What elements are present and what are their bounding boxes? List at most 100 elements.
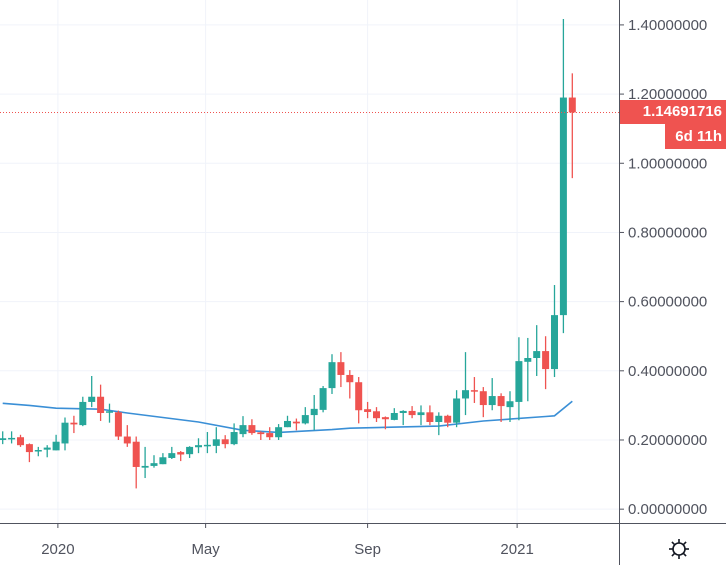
candle: [568, 73, 576, 179]
candle-body: [301, 415, 309, 424]
candle-body: [248, 425, 256, 434]
candle: [328, 354, 336, 394]
candle-body: [346, 374, 354, 383]
candle: [497, 393, 505, 422]
candle-body: [319, 388, 327, 410]
candle: [221, 435, 229, 449]
candle-body: [568, 97, 576, 113]
candle-body: [506, 401, 514, 408]
candles: [0, 19, 576, 489]
candle-body: [408, 410, 416, 416]
candle: [453, 390, 461, 428]
candle: [292, 418, 300, 431]
y-tick-label: 0.80000000: [628, 224, 707, 241]
price-axis[interactable]: 0.00000000 0.20000000 0.40000000 0.60000000…: [619, 17, 707, 518]
candle: [284, 415, 291, 428]
candle-body: [106, 411, 113, 413]
candle-body: [399, 410, 407, 414]
candle: [141, 446, 149, 479]
candle-body: [373, 411, 380, 419]
candle: [408, 406, 416, 419]
candle: [25, 443, 33, 463]
candle: [123, 425, 131, 447]
candle-body: [497, 396, 505, 407]
candle-body: [25, 444, 33, 453]
candle-body: [203, 444, 211, 447]
candle-body: [257, 432, 265, 435]
candle: [168, 446, 176, 460]
candle-body: [168, 453, 176, 458]
candle: [373, 407, 380, 422]
candle: [114, 410, 122, 440]
candle: [239, 416, 247, 438]
candle-body: [8, 437, 16, 440]
bar-countdown-label: 6d 11h: [665, 124, 726, 150]
candle-body: [515, 361, 523, 402]
candle-body: [177, 452, 185, 455]
candle: [355, 377, 363, 424]
candle-body: [390, 413, 398, 420]
candle: [150, 455, 158, 468]
candle: [559, 19, 567, 334]
candle-body: [381, 417, 389, 420]
candle-body: [159, 457, 167, 465]
candle-body: [123, 436, 131, 444]
candle: [533, 325, 541, 376]
candle: [479, 387, 487, 418]
y-tick-label: 0.40000000: [628, 363, 707, 380]
candle-body: [221, 439, 229, 445]
candle-body: [88, 396, 96, 402]
gear-icon[interactable]: [667, 537, 691, 561]
candle: [106, 403, 113, 423]
candle: [310, 395, 318, 431]
candle: [266, 427, 274, 440]
candle: [132, 436, 140, 489]
candle-body: [70, 422, 78, 425]
x-tick-label: Sep: [354, 541, 381, 558]
y-tick-label: 0.60000000: [628, 294, 707, 311]
time-axis[interactable]: 2020 May Sep 2021: [41, 523, 534, 558]
candle-body: [364, 409, 372, 412]
candle-body: [114, 412, 122, 437]
candle-body: [132, 441, 140, 467]
candle-body: [453, 398, 461, 423]
candle: [364, 401, 372, 419]
candle-body: [462, 390, 469, 399]
candle-body: [542, 351, 550, 370]
candle-body: [337, 362, 345, 375]
candle: [444, 414, 452, 428]
y-tick-label: 1.20000000: [628, 86, 707, 103]
y-tick-label: 1.00000000: [628, 155, 707, 172]
candle-body: [0, 438, 7, 440]
candle: [390, 408, 398, 421]
candle-body: [284, 420, 291, 428]
candle-body: [141, 465, 149, 468]
candle: [70, 415, 78, 434]
candle: [43, 445, 51, 458]
candle-body: [310, 408, 318, 416]
candle: [203, 432, 211, 454]
candle: [248, 419, 256, 435]
candle: [17, 434, 24, 447]
candle: [159, 453, 167, 465]
candle: [0, 431, 7, 445]
candle: [257, 431, 265, 440]
last-price-label: 1.14691716: [620, 100, 726, 125]
candle: [79, 396, 87, 427]
candle: [301, 407, 309, 425]
candle-body: [479, 391, 487, 406]
candle: [186, 446, 194, 458]
grid: [0, 0, 619, 523]
candle-body: [417, 412, 425, 416]
candle: [462, 352, 469, 416]
candle-body: [43, 447, 51, 450]
x-tick-label: May: [191, 541, 220, 558]
x-tick-label: 2020: [41, 541, 74, 558]
candle-body: [524, 358, 532, 362]
candle-body: [559, 97, 567, 316]
candle: [195, 438, 202, 454]
candle: [212, 427, 220, 454]
y-tick-label: 0.00000000: [628, 501, 707, 518]
candle-body: [444, 415, 452, 423]
